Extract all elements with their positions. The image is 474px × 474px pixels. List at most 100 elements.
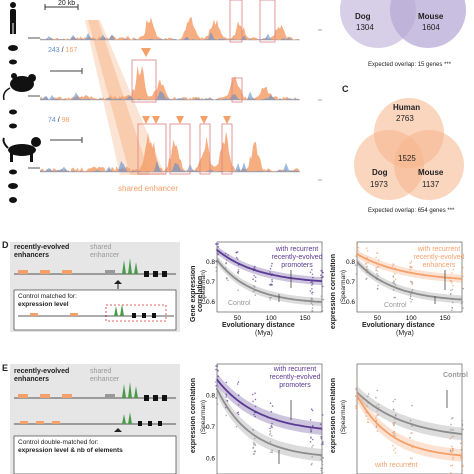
scatter-point <box>215 378 218 381</box>
d-control-line1: Control matched for: <box>18 293 77 300</box>
scatter-point <box>320 458 322 461</box>
scatter-point <box>409 457 412 459</box>
signal-track-blue-1 <box>40 90 300 100</box>
signal-track-0 <box>40 17 300 40</box>
venn-c-mouse-value: 1137 <box>422 180 440 189</box>
e1-ylabel: expression correlation <box>190 378 197 454</box>
mouse-counts: 243 / 167 <box>48 47 77 54</box>
scatter-point <box>311 273 314 276</box>
scatter-point <box>409 419 412 422</box>
scatter-point <box>215 384 217 387</box>
scatter-point <box>310 302 313 304</box>
scatter-point <box>461 424 464 427</box>
scatter-point <box>217 369 219 372</box>
scatter-point <box>460 279 463 282</box>
scatter-point <box>270 435 273 437</box>
scatter-point <box>356 405 358 408</box>
scatter-point <box>375 415 377 417</box>
scatter-point <box>254 276 257 278</box>
pig-icon <box>9 169 17 175</box>
x-tick-label: 150 <box>440 315 451 322</box>
mouse-count-blue: 243 <box>48 47 60 54</box>
scatter-point <box>392 265 394 267</box>
scatter-point <box>452 284 454 287</box>
x-tick-label: 150 <box>300 315 311 322</box>
scatter-point <box>461 286 463 288</box>
scatter-point <box>451 307 453 309</box>
recurrent-curve-band <box>357 250 462 283</box>
scatter-point <box>365 247 368 249</box>
y-tick-label: 0.7 <box>346 279 355 286</box>
range-bars <box>50 68 83 143</box>
scatter-point <box>460 446 463 449</box>
scatter-point <box>269 430 271 432</box>
scatter-point <box>375 267 377 269</box>
scatter-point <box>355 387 357 389</box>
dog-count-orange: 98 <box>61 117 70 124</box>
scatter-point <box>377 284 379 287</box>
panel-b-venn <box>340 0 466 48</box>
axis-ticks <box>318 29 322 181</box>
shared-enhancer-label: shared enhancer <box>118 184 179 193</box>
scatter-point <box>309 419 312 421</box>
scatter-point <box>452 448 455 450</box>
scatter-point <box>322 298 325 301</box>
scatter-point <box>462 307 464 309</box>
mouse-icon <box>2 73 36 101</box>
scatter-point <box>375 256 377 259</box>
e2-annotation: with recurrent <box>375 462 418 469</box>
scatter-point <box>216 365 219 367</box>
d1-ylabel: Gene expression correlation <box>190 265 204 323</box>
e1-ylabel-unit: (Spearman) <box>200 400 207 435</box>
scatter-point <box>322 457 324 459</box>
scatter-point <box>394 432 396 435</box>
scatter-point <box>365 262 367 265</box>
control-curve-band <box>357 386 462 441</box>
scatter-point <box>409 266 412 268</box>
scatter-point <box>394 447 396 449</box>
scatter-point <box>311 291 314 294</box>
e-control-line1: Control double-matched for: <box>18 439 99 446</box>
scatter-point <box>252 446 255 449</box>
scatter-point <box>310 299 312 301</box>
scatter-point <box>450 472 452 474</box>
venn-c-mouse-circle <box>394 130 464 200</box>
scatter-point <box>394 278 397 280</box>
scatter-point <box>269 402 272 404</box>
scatter-point <box>356 244 359 246</box>
scatter-point <box>375 269 377 271</box>
scatter-point <box>411 457 413 460</box>
scatter-point <box>252 453 255 455</box>
scatter-point <box>392 422 394 425</box>
scatter-point <box>226 400 229 402</box>
scatter-point <box>451 451 453 453</box>
scatter-point <box>367 395 369 398</box>
venn-b-dog-label: Dog <box>355 12 371 21</box>
scatter-point <box>321 471 324 474</box>
scatter-point <box>237 381 240 383</box>
d2-xunit: (Mya) <box>396 330 414 337</box>
scatter-point <box>411 266 413 268</box>
scatter-point <box>309 271 312 274</box>
scatter-point <box>312 283 314 285</box>
scatter-point <box>452 449 454 452</box>
dog-count-blue: 74 <box>48 117 56 124</box>
scatter-point <box>321 463 324 466</box>
scatter-point <box>409 436 411 439</box>
scatter-point <box>254 398 257 401</box>
scatter-point <box>357 249 359 252</box>
scatter-point <box>355 273 358 275</box>
scatter-point <box>450 464 452 467</box>
scatter-point <box>365 277 368 280</box>
x-tick-label: 50 <box>234 315 242 322</box>
scatter-point <box>271 426 273 429</box>
dog-counts: 74 / 98 <box>48 117 69 124</box>
y-tick-label: 0.7 <box>206 279 215 286</box>
d1-ylabel-unit: (Spearman) <box>200 270 207 305</box>
scatter-point <box>237 413 240 416</box>
scatter-point <box>271 422 273 425</box>
scatter-point <box>393 449 395 451</box>
scatter-point <box>355 407 358 409</box>
scatter-point <box>225 414 228 417</box>
scatter-point <box>376 287 379 290</box>
